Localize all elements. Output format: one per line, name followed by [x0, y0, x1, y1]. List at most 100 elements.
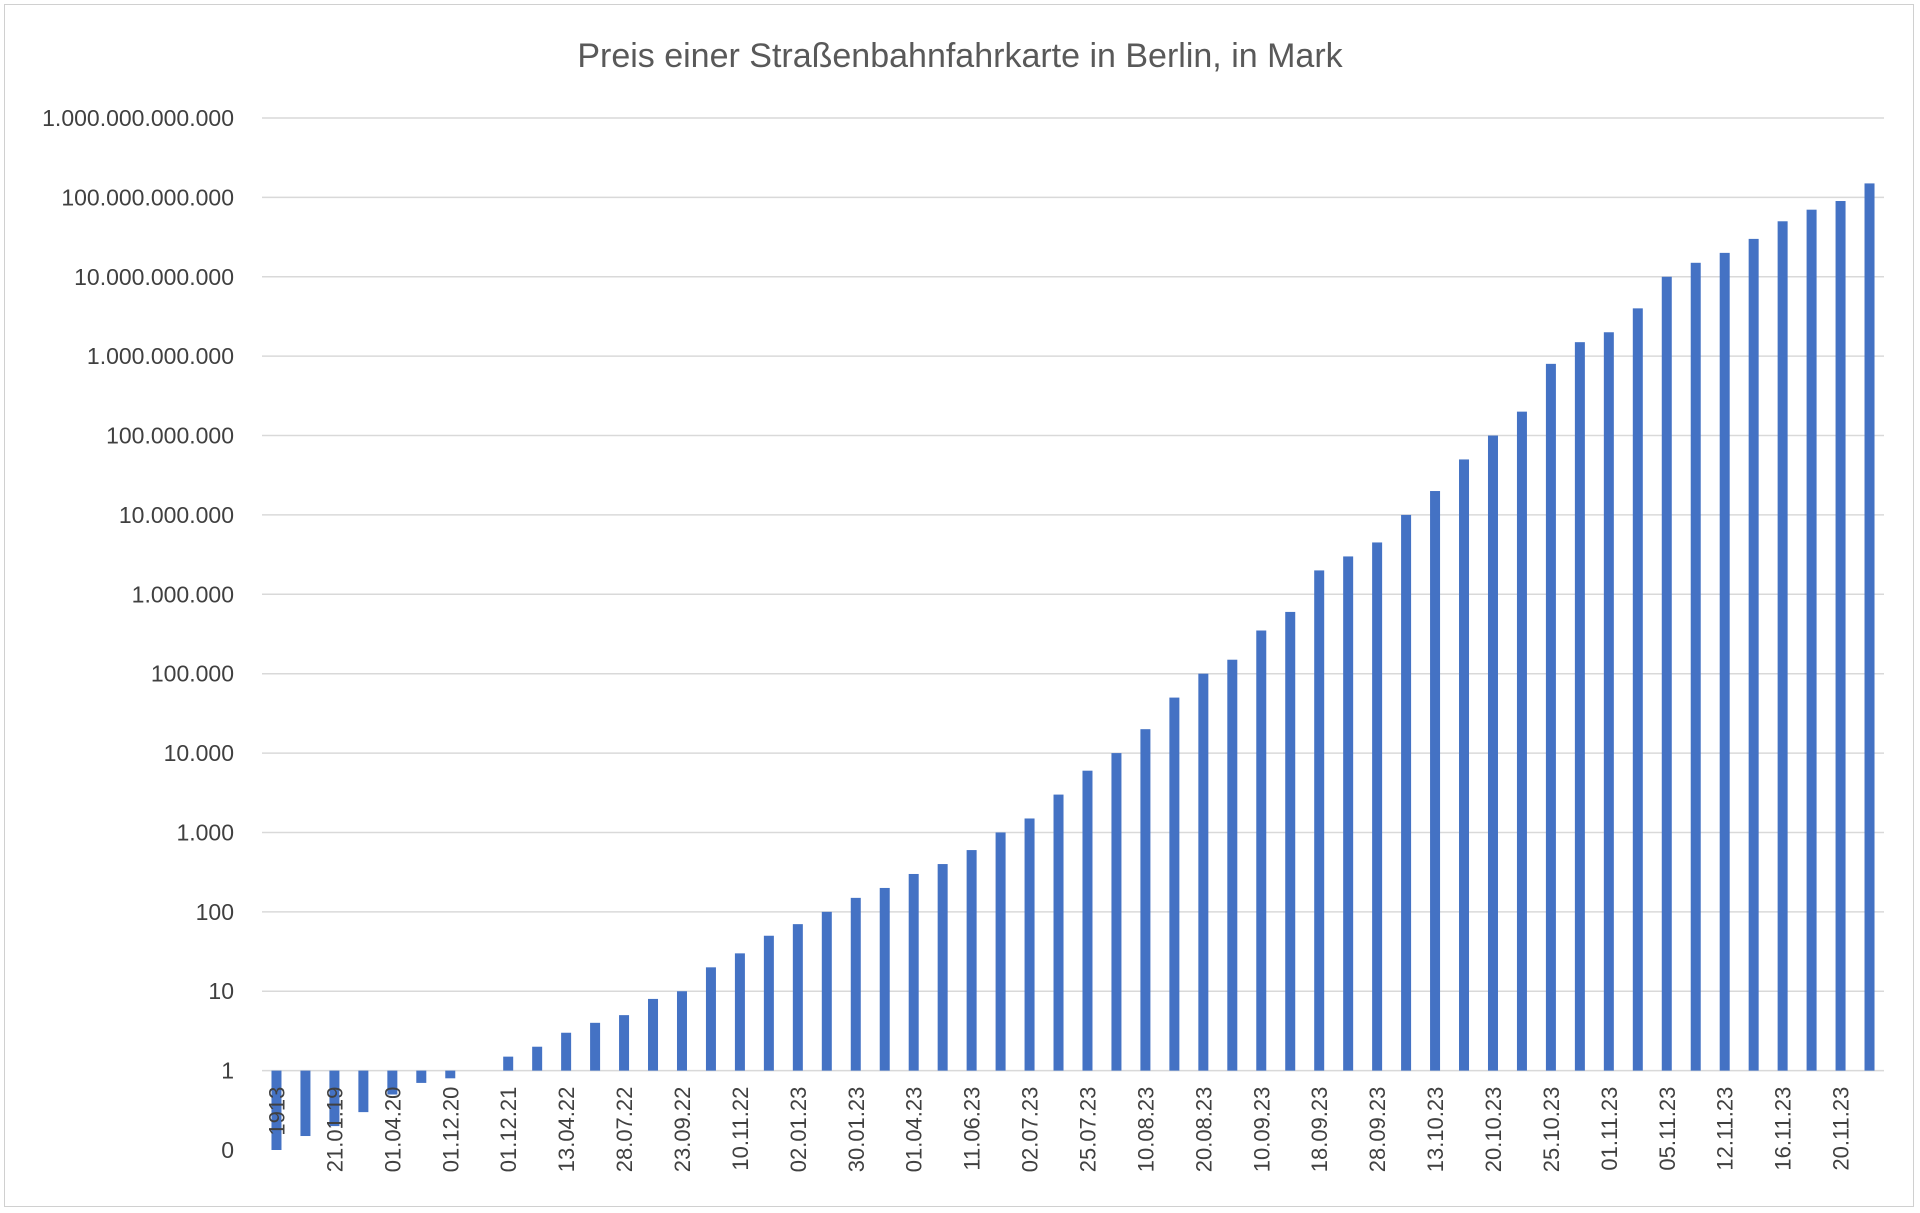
chart-frame [4, 4, 1914, 1207]
bar [300, 1070, 311, 1137]
x-tick-label: 25.07.23 [1075, 1087, 1100, 1173]
bar [1661, 276, 1672, 1071]
bars [271, 183, 1875, 1150]
bar [821, 911, 832, 1071]
x-tick-label: 23.09.22 [670, 1087, 695, 1173]
y-tick-label: 0 [221, 1137, 234, 1163]
bar [1111, 753, 1122, 1071]
x-tick-label: 01.04.20 [380, 1087, 405, 1173]
bar [619, 1015, 630, 1071]
x-tick-label: 11.06.23 [960, 1087, 985, 1171]
bar [1459, 459, 1470, 1071]
bar [532, 1046, 543, 1071]
x-tick-label: 16.11.23 [1771, 1087, 1796, 1171]
x-tick-label: 13.10.23 [1423, 1087, 1448, 1173]
bar [1748, 238, 1759, 1071]
x-tick-label: 01.12.21 [496, 1087, 521, 1173]
y-tick-label: 1 [221, 1058, 234, 1084]
x-tick-label: 10.08.23 [1133, 1087, 1158, 1173]
bar [358, 1070, 369, 1113]
bar [1256, 630, 1267, 1071]
bar [329, 1070, 340, 1127]
bar [590, 1022, 601, 1071]
x-tick-label: 01.11.23 [1597, 1087, 1622, 1171]
bar [503, 1056, 514, 1071]
bar [879, 887, 890, 1071]
x-tick-label: 25.10.23 [1539, 1087, 1564, 1173]
bar [1430, 491, 1441, 1071]
bar [1024, 818, 1035, 1071]
y-tick-label: 100 [196, 899, 234, 925]
bar [1169, 697, 1180, 1071]
x-tick-label: 28.07.22 [612, 1087, 637, 1173]
bar [387, 1070, 398, 1095]
bar [995, 832, 1006, 1071]
bar [1516, 411, 1527, 1071]
bar [1632, 308, 1643, 1071]
y-tick-label: 10 [208, 978, 234, 1004]
x-tick-label: 12.11.23 [1713, 1087, 1738, 1171]
x-tick-label: 02.07.23 [1018, 1087, 1043, 1173]
y-tick-label: 1.000.000.000.000 [42, 105, 234, 131]
bar [1719, 252, 1730, 1071]
x-tick-label: 18.09.23 [1307, 1087, 1332, 1173]
bar [1835, 201, 1846, 1071]
bar [1372, 542, 1383, 1071]
bar [734, 953, 745, 1071]
x-tick-label: 20.11.23 [1829, 1087, 1854, 1171]
x-tick-label: 21.01.19 [322, 1087, 347, 1173]
bar [1574, 342, 1585, 1071]
bar [937, 864, 948, 1071]
bar [1285, 611, 1296, 1071]
x-tick-label: 30.01.23 [844, 1087, 869, 1173]
bar [445, 1070, 456, 1079]
x-tick-label: 1913 [264, 1087, 289, 1136]
bar [763, 935, 774, 1071]
y-axis-tick-labels: 0 1 10 100 1.000 10.000 100.000 1.000.000 10.000… [42, 105, 234, 1163]
bar [1806, 209, 1817, 1071]
x-tick-label: 10.09.23 [1249, 1087, 1274, 1173]
x-tick-label: 20.10.23 [1481, 1087, 1506, 1173]
y-tick-label: 10.000 [164, 740, 234, 766]
x-tick-label: 05.11.23 [1655, 1087, 1680, 1171]
bar [1140, 729, 1151, 1071]
bar [416, 1070, 427, 1083]
bar [1864, 183, 1875, 1071]
bar [1198, 673, 1209, 1071]
chart-title: Preis einer Straßenbahnfahrkarte in Berl… [577, 37, 1343, 75]
y-tick-label: 10.000.000.000 [74, 264, 234, 290]
bar [705, 967, 716, 1071]
bar [271, 1070, 282, 1150]
bar [1487, 435, 1498, 1071]
bar [1777, 221, 1788, 1071]
bar [1343, 556, 1354, 1071]
bar [1053, 794, 1064, 1071]
bar [1082, 770, 1093, 1071]
x-tick-label: 02.01.23 [786, 1087, 811, 1173]
x-tick-label: 01.04.23 [902, 1087, 927, 1173]
y-tick-label: 1.000.000 [132, 581, 234, 607]
x-tick-label: 28.09.23 [1365, 1087, 1390, 1173]
bar [676, 991, 687, 1071]
bar [648, 998, 659, 1071]
bar [1227, 659, 1238, 1071]
x-axis-tick-labels: 1913 21.01.19 01.04.20 01.12.20 01.12.21 13.0… [264, 1087, 1853, 1173]
y-tick-label: 1.000 [176, 819, 234, 845]
bar [792, 924, 803, 1071]
x-tick-label: 01.12.20 [438, 1087, 463, 1173]
y-tick-label: 10.000.000 [119, 502, 234, 528]
bar [908, 873, 919, 1071]
x-tick-label: 10.11.22 [728, 1087, 753, 1171]
bar [850, 897, 861, 1071]
bar [1545, 363, 1556, 1071]
bar [1314, 570, 1325, 1071]
bar [966, 850, 977, 1071]
bar [1603, 332, 1614, 1071]
x-tick-label: 20.08.23 [1191, 1087, 1216, 1173]
y-tick-label: 100.000.000 [106, 423, 234, 449]
y-tick-label: 100.000.000.000 [61, 184, 234, 210]
x-tick-label: 13.04.22 [554, 1087, 579, 1173]
bar [1690, 262, 1701, 1071]
bar [561, 1032, 572, 1071]
